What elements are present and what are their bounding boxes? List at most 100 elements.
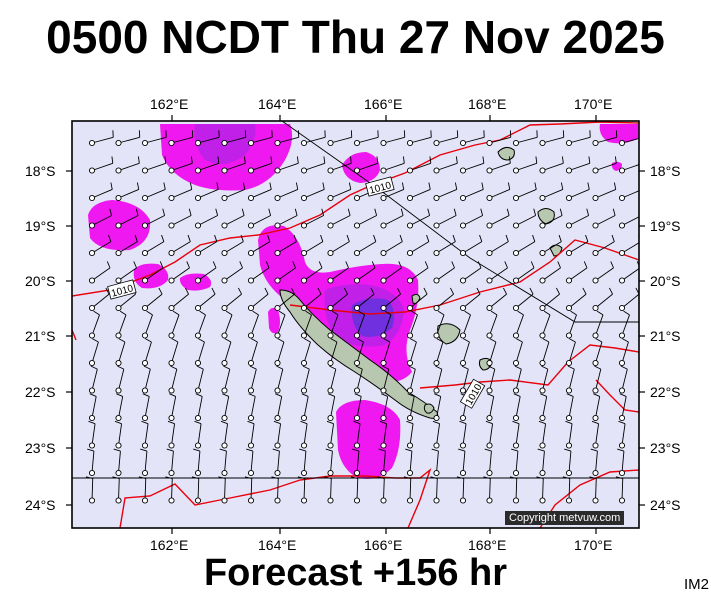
wind-barb bbox=[433, 310, 445, 339]
wind-barb bbox=[88, 338, 99, 367]
wind-barb bbox=[168, 365, 178, 394]
wind-barb bbox=[618, 365, 628, 394]
wind-barb bbox=[247, 393, 256, 422]
wind-barb bbox=[221, 156, 246, 174]
wind-barb bbox=[512, 130, 538, 147]
wind-barb bbox=[247, 130, 273, 147]
wind-barb bbox=[539, 182, 564, 202]
lat-label-right-19: 19°S bbox=[650, 218, 681, 234]
wind-barb bbox=[168, 208, 192, 229]
image-code: IM2 bbox=[683, 576, 709, 593]
wind-barb bbox=[353, 420, 361, 449]
wind-barb bbox=[380, 338, 391, 367]
wind-barb bbox=[244, 476, 255, 504]
wind-barb bbox=[539, 287, 560, 312]
wind-barb bbox=[459, 338, 470, 367]
wind-barb bbox=[168, 338, 179, 367]
wind-barb bbox=[536, 476, 546, 504]
wind-barb bbox=[380, 287, 401, 312]
wind-barb bbox=[327, 338, 338, 367]
wind-barb bbox=[592, 393, 601, 422]
wind-barb bbox=[273, 420, 282, 449]
isobar-east-small bbox=[595, 379, 639, 413]
wind-barb bbox=[565, 208, 590, 229]
wind-barb bbox=[300, 261, 323, 284]
wind-barb bbox=[592, 261, 614, 284]
wind-barb bbox=[512, 365, 522, 394]
wind-barb bbox=[486, 393, 495, 422]
wind-barb bbox=[592, 287, 613, 312]
wind-barb bbox=[247, 310, 259, 339]
wind-barb bbox=[300, 130, 326, 147]
wind-barb bbox=[379, 420, 388, 449]
wind-barb bbox=[167, 420, 176, 449]
wind-barb bbox=[486, 208, 510, 229]
wind-barb bbox=[378, 448, 387, 477]
wind-barb bbox=[512, 393, 521, 422]
wind-barb bbox=[565, 261, 588, 284]
wind-barb bbox=[327, 310, 339, 339]
isobar-lines bbox=[72, 121, 639, 528]
wind-barb bbox=[168, 310, 180, 339]
wind-barb bbox=[297, 476, 308, 504]
wind-barb bbox=[168, 182, 193, 202]
forecast-label: Forecast +156 hr bbox=[203, 552, 508, 594]
wind-barb bbox=[193, 448, 202, 477]
wind-barb bbox=[380, 365, 390, 394]
wind-barb bbox=[512, 420, 520, 449]
wind-barb bbox=[592, 130, 618, 147]
wind-barb bbox=[406, 130, 432, 147]
wind-barb bbox=[486, 365, 496, 394]
lat-label-left-19: 19°S bbox=[25, 218, 56, 234]
wind-barb bbox=[618, 234, 639, 257]
wind-barb bbox=[485, 420, 494, 449]
wind-barb bbox=[590, 448, 599, 477]
wind-barb bbox=[565, 310, 577, 339]
wind-barb bbox=[431, 448, 440, 477]
wind-barb bbox=[538, 420, 547, 449]
wind-barb bbox=[114, 420, 123, 449]
wind-barb bbox=[140, 448, 149, 477]
wind-barb bbox=[592, 182, 617, 202]
wind-barb bbox=[88, 420, 96, 449]
wind-barb bbox=[141, 182, 166, 202]
wind-barb bbox=[274, 208, 298, 229]
axis-ticks bbox=[66, 115, 645, 534]
wind-barb bbox=[221, 130, 247, 147]
front-line-diagonal bbox=[281, 121, 639, 323]
wind-barb bbox=[512, 156, 538, 174]
wind-barb bbox=[565, 365, 575, 394]
wind-barb bbox=[618, 393, 627, 422]
wind-barb bbox=[350, 476, 361, 504]
wind-barb bbox=[512, 338, 523, 367]
lon-label-bottom-162: 162°E bbox=[150, 537, 189, 553]
wind-barb bbox=[433, 287, 454, 312]
wind-barb bbox=[115, 310, 127, 339]
wind-barb bbox=[486, 287, 507, 312]
lat-label-right-22: 22°S bbox=[650, 384, 681, 400]
wind-barb bbox=[247, 420, 255, 449]
wind-barb bbox=[433, 338, 444, 367]
wind-barb bbox=[615, 476, 626, 504]
lon-label-bottom-164: 164°E bbox=[258, 537, 297, 553]
lat-label-left-21: 21°S bbox=[25, 328, 56, 344]
wind-barb bbox=[380, 156, 405, 174]
wind-barb bbox=[300, 208, 325, 229]
wind-barb bbox=[459, 234, 483, 257]
wind-barb bbox=[88, 182, 113, 202]
wind-barb bbox=[380, 182, 405, 202]
wind-barb bbox=[194, 420, 202, 449]
wind-barb bbox=[300, 182, 325, 202]
wind-barb bbox=[405, 448, 414, 477]
wind-barb bbox=[433, 130, 459, 147]
wind-barb bbox=[141, 208, 166, 229]
wind-barb bbox=[219, 448, 228, 477]
lon-label-bottom-168: 168°E bbox=[468, 537, 507, 553]
wind-barb bbox=[459, 208, 484, 229]
isobar-south bbox=[119, 467, 432, 528]
chesterfield-reefs bbox=[497, 146, 515, 161]
map-title: 0500 NCDT Thu 27 Nov 2025 bbox=[46, 11, 665, 63]
wind-barb bbox=[141, 130, 167, 147]
wind-barb bbox=[88, 393, 97, 422]
